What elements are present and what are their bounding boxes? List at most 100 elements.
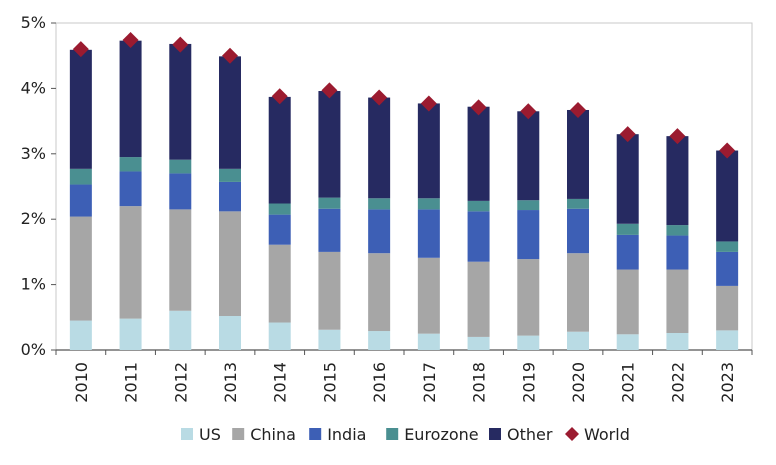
world-marker-2019 — [520, 103, 537, 120]
bar-eurozone-2016 — [368, 198, 391, 210]
bar-other-2010 — [69, 49, 92, 169]
bar-china-2019 — [517, 259, 540, 336]
bar-china-2011 — [119, 206, 142, 319]
bar-other-2012 — [169, 43, 192, 160]
legend-swatch-world — [565, 427, 579, 441]
legend-label-china: China — [250, 425, 296, 444]
bar-us-2015 — [318, 329, 341, 350]
bar-eurozone-2020 — [567, 198, 589, 209]
world-marker-2015 — [321, 82, 338, 99]
world-marker-2016 — [371, 89, 388, 106]
bar-india-2012 — [169, 173, 192, 210]
bar-us-2016 — [368, 331, 391, 350]
bar-other-2015 — [318, 91, 341, 198]
bar-eurozone-2010 — [69, 168, 92, 185]
y-tick-label: 0% — [21, 340, 46, 359]
bar-eurozone-2015 — [318, 197, 341, 209]
bar-other-2013 — [219, 56, 241, 169]
bar-eurozone-2021 — [616, 223, 639, 235]
legend-swatch-india — [309, 428, 322, 440]
x-tick-label-2019: 2019 — [519, 362, 538, 403]
bar-other-2023 — [716, 150, 739, 242]
bar-eurozone-2023 — [716, 241, 739, 252]
y-tick-label: 3% — [21, 144, 46, 163]
bar-us-2014 — [268, 322, 291, 350]
legend-label-india: India — [327, 425, 366, 444]
x-tick-label-2023: 2023 — [718, 362, 737, 403]
legend-swatch-us — [181, 428, 193, 440]
bar-us-2018 — [467, 336, 490, 350]
bar-eurozone-2014 — [268, 203, 291, 215]
legend-swatch-china — [232, 428, 245, 440]
bar-china-2012 — [169, 209, 192, 311]
bar-india-2017 — [417, 209, 440, 258]
legend-label-eurozone: Eurozone — [404, 425, 478, 444]
bar-other-2020 — [567, 109, 589, 199]
x-tick-label-2011: 2011 — [122, 362, 141, 403]
bar-us-2023 — [716, 330, 739, 350]
world-marker-2021 — [619, 126, 636, 143]
bar-us-2021 — [616, 334, 639, 350]
legend-label-other: Other — [507, 425, 553, 444]
x-tick-label-2013: 2013 — [221, 362, 240, 403]
bar-china-2020 — [567, 253, 589, 332]
bar-other-2019 — [517, 111, 540, 201]
x-tick-label-2012: 2012 — [171, 362, 190, 403]
bar-us-2019 — [517, 335, 540, 350]
bar-china-2021 — [616, 269, 639, 335]
bar-china-2022 — [666, 269, 689, 333]
bar-india-2020 — [567, 208, 589, 254]
bar-eurozone-2012 — [169, 159, 192, 174]
axes: 0% 1% 2% 3% 4% 5% 2010 2011 2012 2013 2014 2015 2016… — [21, 13, 753, 403]
world-markers — [72, 32, 736, 159]
world-marker-2014 — [271, 88, 288, 105]
x-tick-label-2014: 2014 — [271, 362, 290, 403]
bar-other-2014 — [268, 96, 291, 204]
plot-frame — [55, 22, 753, 351]
bar-china-2010 — [69, 216, 92, 321]
bar-china-2016 — [368, 253, 391, 332]
y-tick-label: 5% — [21, 13, 46, 32]
world-marker-2017 — [420, 95, 437, 112]
legend-label-world: World — [584, 425, 630, 444]
x-tick-label-2020: 2020 — [569, 362, 588, 403]
world-marker-2011 — [122, 32, 139, 49]
bar-india-2015 — [318, 208, 341, 252]
bar-china-2014 — [268, 244, 291, 323]
x-tick-label-2022: 2022 — [668, 362, 687, 403]
bar-other-2021 — [616, 134, 639, 224]
bar-eurozone-2019 — [517, 200, 540, 211]
bar-other-2016 — [368, 97, 391, 199]
legend-swatch-other — [489, 428, 501, 440]
bar-india-2010 — [69, 184, 92, 217]
bar-eurozone-2022 — [666, 225, 689, 236]
bar-india-2018 — [467, 211, 490, 262]
bar-eurozone-2011 — [119, 157, 142, 172]
bar-china-2023 — [716, 285, 739, 331]
bar-us-2010 — [69, 320, 92, 350]
world-marker-2023 — [719, 142, 736, 159]
bar-india-2023 — [716, 251, 739, 286]
y-tick-label: 4% — [21, 78, 46, 97]
world-marker-2012 — [172, 36, 189, 53]
world-marker-2013 — [222, 47, 238, 64]
bar-china-2013 — [219, 211, 241, 316]
bar-eurozone-2017 — [417, 198, 440, 210]
bar-china-2015 — [318, 251, 341, 330]
y-tick-label: 2% — [21, 209, 46, 228]
bar-us-2013 — [219, 315, 241, 350]
bar-us-2020 — [567, 331, 589, 350]
bar-us-2011 — [119, 318, 142, 350]
bar-us-2017 — [417, 333, 440, 350]
x-tick-label-2021: 2021 — [619, 362, 638, 403]
bar-india-2019 — [517, 210, 540, 260]
bar-us-2012 — [169, 310, 192, 350]
x-tick-label-2016: 2016 — [370, 362, 389, 403]
bar-eurozone-2018 — [467, 200, 490, 212]
bar-india-2011 — [119, 171, 142, 207]
bars — [69, 40, 739, 350]
bar-other-2017 — [417, 103, 440, 199]
bar-us-2022 — [666, 332, 689, 350]
bar-china-2018 — [467, 261, 490, 337]
